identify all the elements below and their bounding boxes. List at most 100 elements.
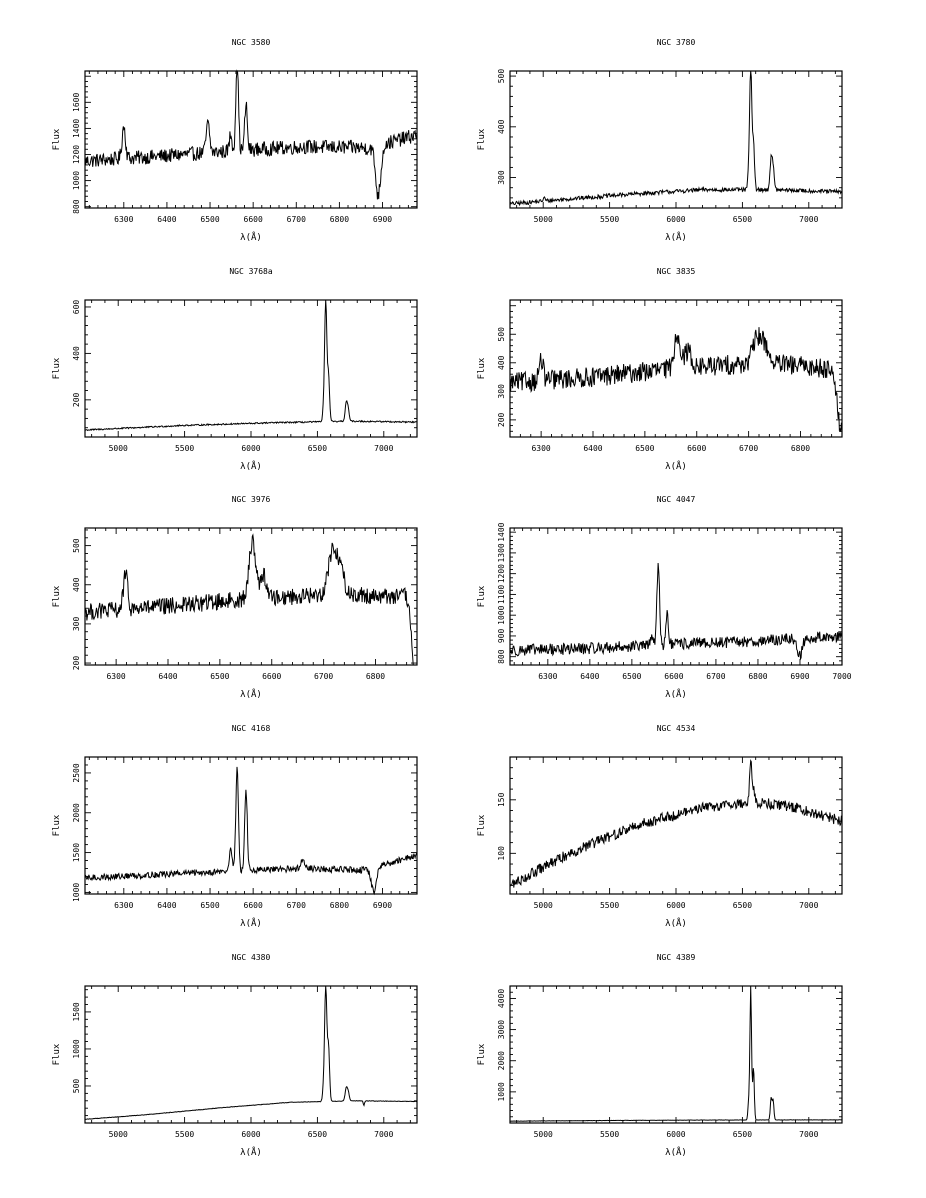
y-tick-label: 400 — [497, 355, 506, 370]
x-tick-label: 6600 — [664, 672, 683, 681]
y-tick-label: 400 — [72, 346, 81, 361]
plot-frame — [509, 756, 843, 895]
y-tick-label: 300 — [497, 384, 506, 399]
y-tick-label: 1000 — [72, 1039, 81, 1058]
x-tick-label: 6600 — [244, 901, 263, 910]
y-tick-label: 200 — [72, 656, 81, 671]
x-tick-label: 6700 — [739, 444, 758, 453]
x-tick-label: 6000 — [241, 444, 260, 453]
y-axis-label: Flux — [52, 1043, 62, 1065]
x-tick-label: 6300 — [538, 672, 557, 681]
y-tick-label: 3000 — [497, 1020, 506, 1039]
x-tick-label: 6400 — [157, 901, 176, 910]
x-tick-label: 6000 — [241, 1130, 260, 1139]
y-tick-label: 2000 — [72, 803, 81, 822]
x-tick-label: 6900 — [373, 215, 392, 224]
plot-frame — [509, 985, 843, 1124]
x-axis-label: λ(Å) — [665, 231, 687, 243]
x-tick-label: 6500 — [622, 672, 641, 681]
x-tick-label: 6500 — [308, 444, 327, 453]
y-tick-label: 100 — [497, 846, 506, 861]
x-tick-label: 5000 — [534, 1130, 553, 1139]
panel-title: NGC 4389 — [657, 953, 696, 962]
panel-title: NGC 3976 — [232, 495, 271, 504]
x-tick-label: 6900 — [790, 672, 809, 681]
y-axis-label: Flux — [477, 814, 487, 836]
x-axis-label: λ(Å) — [665, 460, 687, 472]
spectrum-line — [84, 533, 417, 666]
spectrum-panel: NGC 4168 6300 6400 6500 6600 6700 6800 6900 1000… — [52, 724, 418, 929]
x-tick-label: 6300 — [531, 444, 550, 453]
y-tick-label: 800 — [72, 199, 81, 214]
x-tick-label: 6500 — [733, 1130, 752, 1139]
y-axis-label: Flux — [52, 357, 62, 379]
x-tick-label: 5000 — [109, 444, 128, 453]
panel-title: NGC 3580 — [232, 38, 271, 47]
y-tick-label: 900 — [497, 629, 506, 644]
x-tick-label: 6600 — [687, 444, 706, 453]
plot-frame — [84, 70, 418, 209]
x-tick-label: 6800 — [330, 215, 349, 224]
x-tick-label: 6700 — [287, 901, 306, 910]
x-tick-label: 7000 — [799, 215, 818, 224]
panel-title: NGC 4168 — [232, 724, 271, 733]
spectrum-panel: NGC 3580 6300 6400 6500 6600 6700 6800 6900 800 1… — [52, 38, 418, 243]
y-tick-label: 400 — [72, 577, 81, 592]
x-axis-label: λ(Å) — [240, 460, 262, 472]
spectrum-panel: NGC 4047 6300 6400 6500 6600 6700 6800 6900 7000… — [477, 495, 852, 700]
x-axis-label: λ(Å) — [240, 231, 262, 243]
x-tick-label: 6000 — [666, 1130, 685, 1139]
y-tick-label: 4000 — [497, 989, 506, 1008]
x-tick-label: 6800 — [748, 672, 767, 681]
y-tick-label: 1600 — [72, 92, 81, 111]
spectrum-panel: NGC 3835 6300 6400 6500 6600 6700 6800 200 300 40… — [477, 267, 843, 472]
y-tick-label: 150 — [497, 792, 506, 807]
spectrum-line — [84, 985, 417, 1120]
x-axis-label: λ(Å) — [240, 1146, 262, 1158]
x-tick-label: 6400 — [158, 672, 177, 681]
y-axis-label: Flux — [477, 357, 487, 379]
x-tick-label: 6400 — [583, 444, 602, 453]
x-tick-label: 7000 — [799, 901, 818, 910]
x-tick-label: 5000 — [534, 901, 553, 910]
spectrum-panel: NGC 4380 5000 5500 6000 6500 7000 500 1000 1500 λ… — [52, 953, 418, 1158]
y-axis-label: Flux — [477, 585, 487, 607]
x-tick-label: 6600 — [262, 672, 281, 681]
x-tick-label: 6500 — [210, 672, 229, 681]
x-tick-label: 7000 — [832, 672, 851, 681]
x-tick-label: 7000 — [799, 1130, 818, 1139]
x-tick-label: 6700 — [287, 215, 306, 224]
y-tick-label: 800 — [497, 649, 506, 664]
x-tick-label: 5000 — [109, 1130, 128, 1139]
x-tick-label: 6000 — [666, 215, 685, 224]
x-tick-label: 6500 — [733, 901, 752, 910]
y-tick-label: 300 — [497, 170, 506, 185]
panel-title: NGC 3835 — [657, 267, 696, 276]
x-tick-label: 7000 — [374, 1130, 393, 1139]
x-tick-label: 5500 — [600, 901, 619, 910]
x-axis-label: λ(Å) — [240, 917, 262, 929]
x-tick-label: 5500 — [175, 1130, 194, 1139]
plot-frame — [84, 985, 418, 1124]
x-tick-label: 6400 — [580, 672, 599, 681]
x-tick-label: 6700 — [706, 672, 725, 681]
x-tick-label: 5500 — [600, 1130, 619, 1139]
x-tick-label: 6500 — [635, 444, 654, 453]
x-tick-label: 6800 — [791, 444, 810, 453]
y-tick-label: 1300 — [497, 543, 506, 562]
plot-frame — [509, 527, 843, 666]
plot-frame — [84, 756, 418, 895]
x-tick-label: 6300 — [114, 215, 133, 224]
x-axis-label: λ(Å) — [665, 1146, 687, 1158]
panel-title: NGC 4047 — [657, 495, 696, 504]
spectrum-panel: NGC 3768a 5000 5500 6000 6500 7000 200 400 600 λ(… — [52, 267, 418, 472]
y-tick-label: 1000 — [497, 1082, 506, 1101]
x-tick-label: 5000 — [534, 215, 553, 224]
spectrum-panel: NGC 3976 6300 6400 6500 6600 6700 6800 200 300 40… — [52, 495, 418, 700]
spectrum-panel: NGC 4534 5000 5500 6000 6500 7000 100 150 λ(Å) Fl… — [477, 724, 843, 929]
y-tick-label: 1200 — [497, 564, 506, 583]
x-tick-label: 6300 — [106, 672, 125, 681]
panel-title: NGC 3768a — [229, 267, 273, 276]
panel-title: NGC 4534 — [657, 724, 696, 733]
